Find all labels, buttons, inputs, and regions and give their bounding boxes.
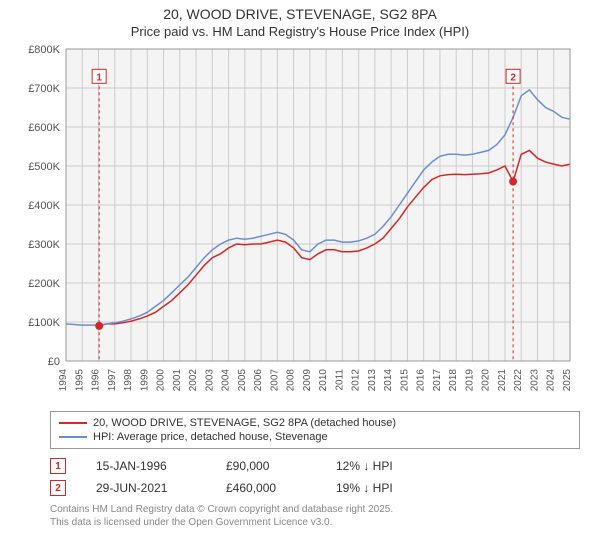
- svg-text:£200K: £200K: [28, 278, 60, 290]
- svg-text:2012: 2012: [351, 369, 362, 392]
- svg-text:£0: £0: [48, 356, 60, 368]
- svg-text:2006: 2006: [253, 369, 264, 392]
- svg-text:2016: 2016: [416, 369, 427, 392]
- svg-text:2015: 2015: [399, 369, 410, 392]
- svg-text:£600K: £600K: [28, 122, 60, 134]
- svg-text:2020: 2020: [481, 369, 492, 392]
- svg-text:2019: 2019: [464, 369, 475, 392]
- svg-text:2013: 2013: [367, 369, 378, 392]
- svg-text:2001: 2001: [172, 369, 183, 392]
- footer-line1: Contains HM Land Registry data © Crown c…: [50, 503, 580, 516]
- svg-text:£400K: £400K: [28, 200, 60, 212]
- footer-line2: This data is licensed under the Open Gov…: [50, 516, 580, 529]
- svg-text:1: 1: [96, 72, 102, 83]
- svg-text:£700K: £700K: [28, 83, 60, 95]
- legend-item: HPI: Average price, detached house, Stev…: [59, 430, 571, 444]
- chart-title: 20, WOOD DRIVE, STEVENAGE, SG2 8PA: [0, 0, 600, 22]
- svg-text:2024: 2024: [546, 369, 557, 392]
- sale-marker-icon: 1: [50, 458, 66, 474]
- sale-delta: 12% ↓ HPI: [336, 459, 436, 473]
- legend-label: 20, WOOD DRIVE, STEVENAGE, SG2 8PA (deta…: [93, 417, 396, 429]
- svg-text:1999: 1999: [139, 369, 150, 392]
- sale-price: £460,000: [226, 481, 306, 495]
- sale-delta: 19% ↓ HPI: [336, 481, 436, 495]
- svg-text:2009: 2009: [302, 369, 313, 392]
- sale-date: 29-JUN-2021: [96, 481, 196, 495]
- svg-text:1996: 1996: [91, 369, 102, 392]
- chart-container: 20, WOOD DRIVE, STEVENAGE, SG2 8PA Price…: [0, 0, 600, 560]
- svg-text:£100K: £100K: [28, 317, 60, 329]
- svg-text:1998: 1998: [123, 369, 134, 392]
- chart-subtitle: Price paid vs. HM Land Registry's House …: [0, 22, 600, 43]
- sales-table: 1 15-JAN-1996 £90,000 12% ↓ HPI 2 29-JUN-2021…: [50, 455, 580, 499]
- svg-text:2008: 2008: [286, 369, 297, 392]
- sale-marker-icon: 2: [50, 480, 66, 496]
- svg-text:2000: 2000: [156, 369, 167, 392]
- sale-date: 15-JAN-1996: [96, 459, 196, 473]
- sale-row: 1 15-JAN-1996 £90,000 12% ↓ HPI: [50, 455, 580, 477]
- svg-text:£300K: £300K: [28, 239, 60, 251]
- svg-text:2010: 2010: [318, 369, 329, 392]
- svg-text:2004: 2004: [221, 369, 232, 392]
- svg-text:£800K: £800K: [28, 44, 60, 56]
- svg-text:2003: 2003: [204, 369, 215, 392]
- sale-row: 2 29-JUN-2021 £460,000 19% ↓ HPI: [50, 477, 580, 499]
- legend-swatch: [59, 436, 87, 438]
- line-chart: £0 £100K £200K £300K £400K £500K £600K £700K £80…: [20, 43, 580, 403]
- svg-text:1997: 1997: [107, 369, 118, 392]
- svg-text:2023: 2023: [529, 369, 540, 392]
- svg-text:£500K: £500K: [28, 161, 60, 173]
- legend: 20, WOOD DRIVE, STEVENAGE, SG2 8PA (deta…: [50, 411, 580, 449]
- svg-text:2014: 2014: [383, 369, 394, 392]
- footer-attribution: Contains HM Land Registry data © Crown c…: [50, 503, 580, 529]
- svg-text:2007: 2007: [269, 369, 280, 392]
- svg-text:2025: 2025: [562, 369, 573, 392]
- sale-price: £90,000: [226, 459, 306, 473]
- svg-text:2: 2: [510, 72, 516, 83]
- legend-swatch: [59, 422, 87, 424]
- svg-text:2021: 2021: [497, 369, 508, 392]
- chart-area: £0 £100K £200K £300K £400K £500K £600K £700K £80…: [20, 43, 580, 403]
- svg-text:2018: 2018: [448, 369, 459, 392]
- svg-text:2002: 2002: [188, 369, 199, 392]
- legend-item: 20, WOOD DRIVE, STEVENAGE, SG2 8PA (deta…: [59, 416, 571, 430]
- legend-label: HPI: Average price, detached house, Stev…: [93, 431, 328, 443]
- svg-text:2017: 2017: [432, 369, 443, 392]
- svg-text:2011: 2011: [334, 369, 345, 391]
- svg-text:2005: 2005: [237, 369, 248, 392]
- svg-text:2022: 2022: [513, 369, 524, 392]
- svg-text:1995: 1995: [74, 369, 85, 392]
- svg-text:1994: 1994: [58, 369, 69, 392]
